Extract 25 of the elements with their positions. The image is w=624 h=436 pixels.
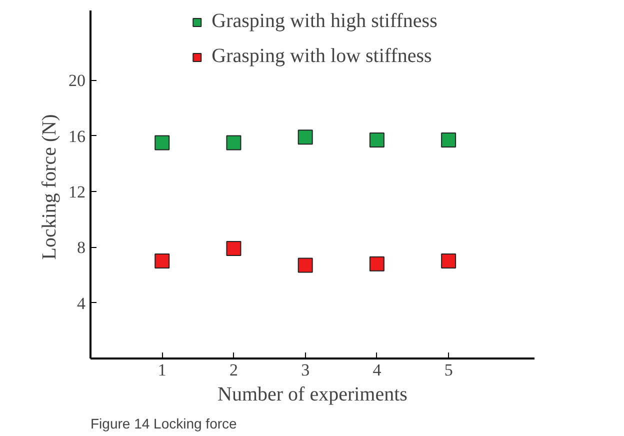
point <box>369 256 384 272</box>
y-axis-title: Locking force (N) <box>38 114 60 260</box>
y-tick-label: 16 <box>68 126 86 146</box>
y-tick-label: 12 <box>68 182 86 202</box>
x-tick-label: 2 <box>229 360 238 380</box>
point <box>369 132 384 148</box>
point <box>226 135 242 150</box>
y-tick-label: 20 <box>68 71 86 90</box>
point <box>154 135 170 150</box>
x-tick-label: 1 <box>158 360 166 380</box>
point <box>298 258 313 273</box>
point <box>298 130 313 145</box>
point <box>441 132 456 148</box>
point <box>441 254 456 269</box>
x-tick-label: 4 <box>372 360 382 380</box>
point <box>226 241 242 256</box>
x-tick-label: 3 <box>301 360 310 380</box>
y-tick-label: 4 <box>77 294 86 313</box>
x-axis-title: Number of experiments <box>218 384 408 406</box>
legend-label: Grasping with low stiffness <box>212 45 432 68</box>
caption: Figure 14 Locking force <box>90 416 238 432</box>
y-tick-label: 8 <box>77 238 86 258</box>
point <box>154 254 170 269</box>
x-tick-label: 5 <box>444 360 453 380</box>
legend-label: Grasping with high stiffness <box>212 10 438 33</box>
